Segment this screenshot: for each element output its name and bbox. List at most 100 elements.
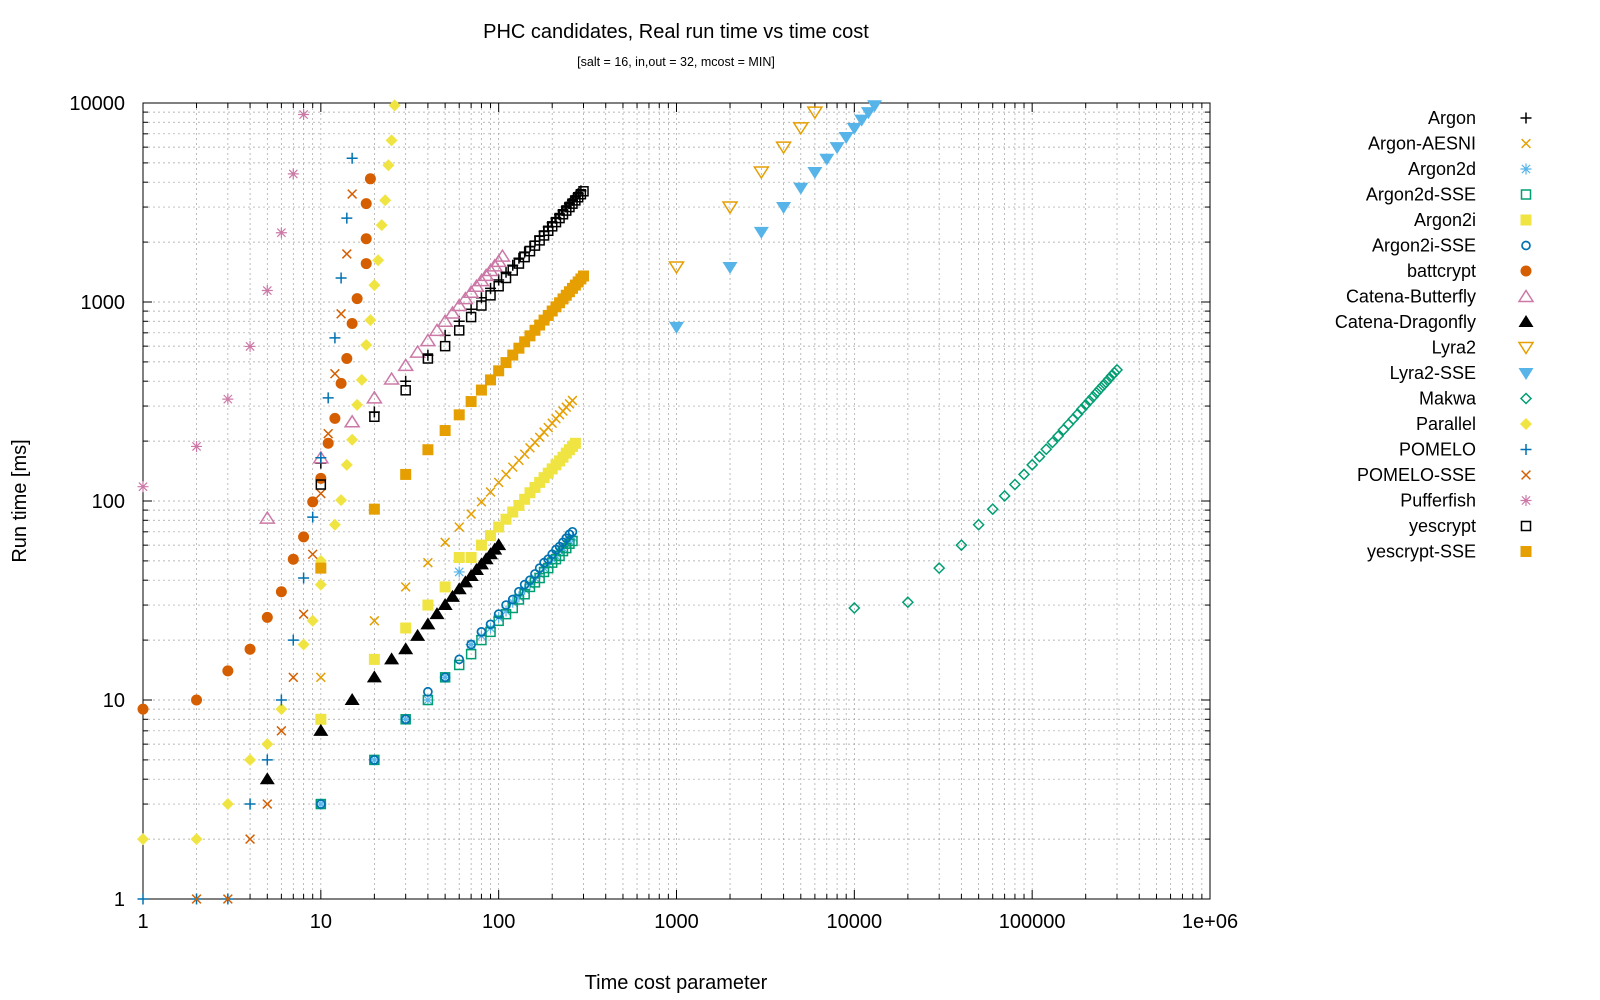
y-tick-label: 1000 [81,292,126,314]
data-point [190,833,203,846]
data-point [360,258,372,270]
data-point [314,578,327,591]
data-point [419,333,437,347]
legend-marker [1518,315,1534,327]
data-point [1075,403,1088,416]
legend-label: Argon2i [1414,210,1476,230]
data-point [346,317,358,329]
data-point [422,599,434,611]
data-point [355,373,368,386]
data-point [276,725,287,736]
data-point [514,586,524,597]
legend-label: Pufferfish [1400,491,1476,511]
data-point [400,375,412,387]
data-point [437,598,453,611]
data-point [307,496,319,508]
data-point [384,652,400,665]
data-point [1026,458,1039,471]
data-point [315,472,327,484]
data-point [457,291,474,305]
data-point [668,261,685,275]
series-yescrypt [315,186,589,490]
y-tick-label: 10000 [69,93,125,115]
data-point [379,194,392,207]
data-point [400,622,412,634]
data-point [1033,450,1046,463]
data-point [793,182,809,195]
data-point [385,134,398,147]
data-point [775,141,792,155]
data-point [222,393,234,405]
data-point [422,557,433,568]
series-pomelo [137,152,358,905]
legend-item: Argon2i-SSE [1372,236,1531,256]
x-axis-label: Time cost parameter [585,972,768,994]
legend-item: Pufferfish [1400,491,1532,511]
data-point [493,615,504,627]
data-point [494,248,511,262]
data-point [500,272,512,284]
legend-marker [1519,392,1533,405]
data-point [500,513,512,525]
data-point [1040,443,1053,456]
data-point [519,251,530,263]
legend-marker [1518,368,1534,380]
data-point [287,634,299,646]
x-tick-label: 10 [310,911,332,933]
data-point [244,643,256,655]
legend-item: Argon [1428,108,1532,128]
legend-marker [1520,214,1532,226]
legend-item: Lyra2 [1432,338,1535,358]
data-point [222,665,234,677]
data-point [222,894,233,904]
data-point [986,503,999,516]
data-point [972,518,985,531]
legend-item: Argon2i [1414,210,1532,230]
data-point [315,488,326,499]
data-point [792,122,810,136]
data-point [513,252,525,264]
data-point [513,499,525,511]
data-point [453,552,465,564]
data-point [776,202,792,215]
data-point [335,377,347,389]
series-yescrypt-sse [315,270,590,574]
data-point [465,552,477,564]
data-point [400,468,412,480]
legend: Argon Argon-AESNI Argon2d Argon2d-SSE Argon2… [1335,108,1535,562]
legend-item: Makwa [1419,389,1533,409]
legend-item: Catena-Butterfly [1346,287,1535,307]
data-point [436,313,454,328]
legend-marker [1520,112,1532,124]
legend-label: POMELO-SSE [1357,465,1476,485]
data-point [519,336,531,348]
data-point [315,562,327,574]
data-point [315,798,327,810]
x-tick-label: 1 [137,911,148,933]
data-point [807,167,823,180]
series-pufferfish [137,109,310,493]
legend-label: Argon2d [1408,159,1476,179]
data-point [287,553,299,565]
data-point [364,314,377,327]
data-point [453,566,465,578]
data-point [397,358,415,372]
data-point [328,518,341,531]
data-point [998,489,1011,503]
series-makwa [848,363,1124,615]
legend-marker [1521,240,1531,251]
data-point [341,249,352,259]
data-point [428,322,446,337]
legend-marker [1520,495,1532,506]
legend-label: yescrypt-SSE [1367,542,1476,562]
data-point [564,201,575,213]
data-point [329,332,341,344]
data-point [360,233,372,245]
data-point [1090,386,1103,399]
data-point [347,189,358,199]
legend-item: Parallel [1416,414,1532,434]
data-point [466,639,476,650]
data-point [323,428,334,439]
data-point [137,703,149,715]
data-point [669,321,684,334]
